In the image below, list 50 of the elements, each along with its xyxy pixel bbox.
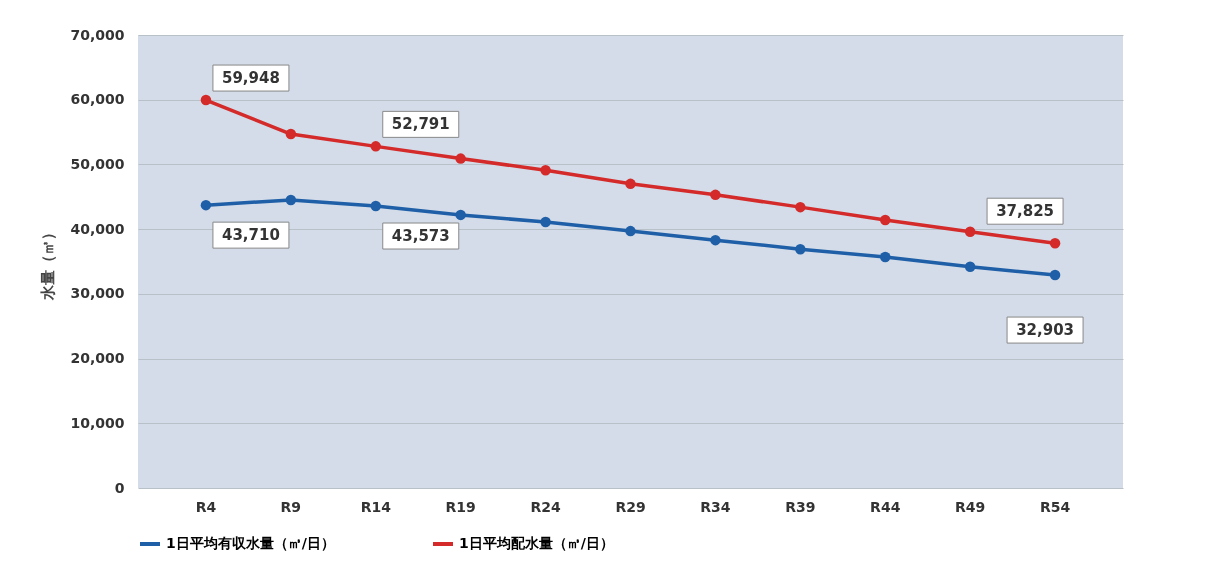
point <box>370 200 381 212</box>
data-label: 43,710 <box>221 226 280 245</box>
x-tick-label: R14 <box>360 498 392 515</box>
point <box>1049 237 1061 249</box>
x-tick-label: R4 <box>195 498 217 515</box>
point <box>200 94 212 106</box>
data-label: 43,573 <box>391 227 450 246</box>
y-tick-label: 0 <box>114 479 125 496</box>
point <box>710 234 721 246</box>
point <box>1049 269 1061 281</box>
point <box>540 216 551 228</box>
point <box>455 153 466 164</box>
point <box>795 201 806 213</box>
data-label: 32,903 <box>1016 321 1075 340</box>
point <box>625 225 636 237</box>
x-tick-label: R19 <box>445 498 476 515</box>
point <box>285 194 297 206</box>
y-tick-label: 60,000 <box>70 91 125 108</box>
y-tick-label: 50,000 <box>70 155 125 172</box>
x-tick-label: R29 <box>615 498 646 515</box>
x-tick-label: R54 <box>1039 498 1071 515</box>
x-tick-label: R9 <box>280 498 302 515</box>
point <box>455 209 466 221</box>
point <box>964 261 976 272</box>
point <box>540 165 551 176</box>
y-tick-label: 40,000 <box>70 220 125 237</box>
x-tick-label: R44 <box>870 498 901 515</box>
point <box>710 189 721 201</box>
x-tick-label: R39 <box>785 498 816 515</box>
data-label: 37,825 <box>996 202 1055 221</box>
point <box>880 251 891 263</box>
x-tick-label: R49 <box>955 498 986 515</box>
point <box>285 128 297 140</box>
point <box>964 226 976 237</box>
y-axis-title: 水量（㎥） <box>39 224 58 301</box>
point <box>370 141 381 152</box>
y-tick-label: 30,000 <box>70 285 125 302</box>
y-tick-label: 10,000 <box>70 414 125 431</box>
x-tick-label: R34 <box>700 498 731 515</box>
y-tick-label: 70,000 <box>70 26 125 43</box>
point <box>200 199 212 211</box>
point <box>625 178 636 190</box>
data-label: 59,948 <box>221 69 280 88</box>
legend-label: 1日平均有収水量（㎥/日） <box>166 535 335 551</box>
data-label: 52,791 <box>391 115 450 134</box>
legend-label: 1日平均配水量（㎥/日） <box>459 535 614 551</box>
y-tick-label: 20,000 <box>70 350 125 367</box>
x-tick-label: R24 <box>530 498 561 515</box>
point <box>880 214 891 226</box>
point <box>795 243 806 255</box>
